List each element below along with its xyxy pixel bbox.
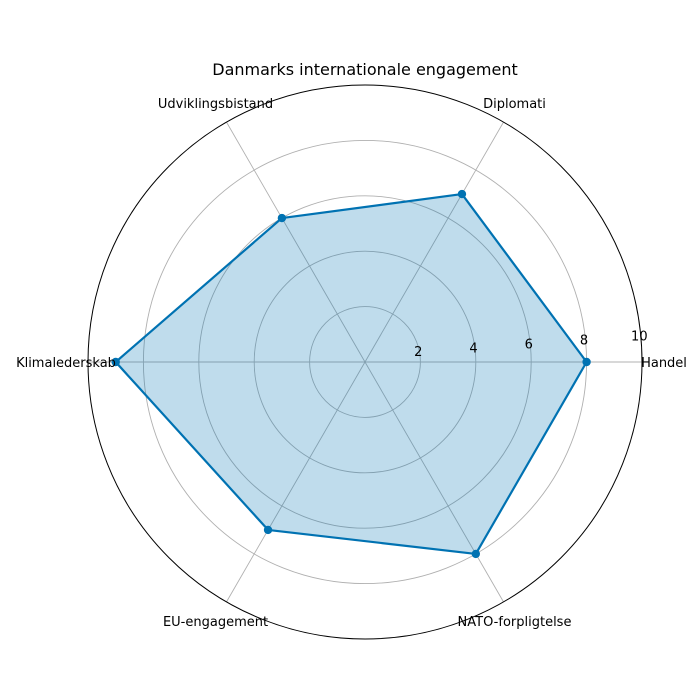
data-point <box>582 357 591 367</box>
data-point <box>263 525 273 535</box>
series-area <box>115 194 587 554</box>
r-tick-label: 2 <box>414 345 422 360</box>
category-label: Klimalederskab <box>16 356 116 371</box>
r-tick-label: 4 <box>469 341 477 356</box>
category-label: Diplomati <box>483 97 546 112</box>
label-layer: 2 4 6 8 10 Handel Diplomati Udviklingsbistand Kl… <box>16 97 687 630</box>
data-point <box>111 357 120 367</box>
grid-spoke <box>364 361 504 603</box>
data-layer <box>111 189 591 559</box>
grid-spoke <box>364 121 504 363</box>
category-label: EU-engagement <box>163 615 268 630</box>
chart-title: Danmarks internationale engagement <box>212 60 517 79</box>
category-label: Handel <box>641 356 687 371</box>
data-point <box>277 213 287 223</box>
r-tick-label: 10 <box>631 330 648 345</box>
category-label: Udviklingsbistand <box>158 97 273 112</box>
grid-spoke <box>226 361 366 603</box>
grid-spoke <box>226 121 366 363</box>
r-tick-label: 8 <box>580 334 588 349</box>
data-point <box>457 189 467 199</box>
outer-frame-ring <box>87 84 643 640</box>
category-label: NATO-forpligtelse <box>458 615 572 630</box>
r-tick-label: 6 <box>525 337 533 352</box>
data-point <box>471 549 480 559</box>
